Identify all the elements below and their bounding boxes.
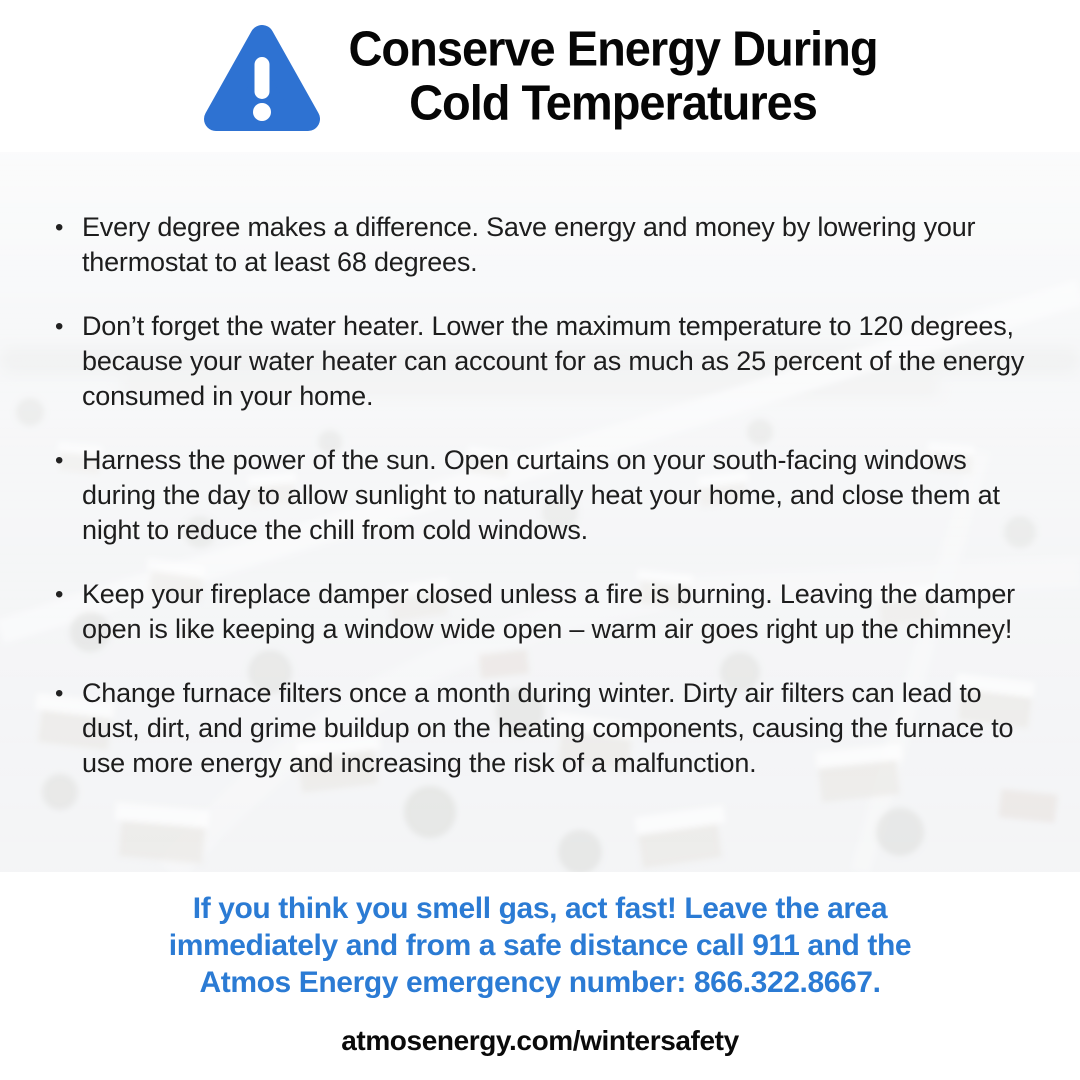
warning-triangle-icon — [204, 25, 321, 131]
tip-item: Don’t forget the water heater. Lower the… — [55, 309, 1032, 414]
tip-item: Every degree makes a difference. Save en… — [55, 210, 1032, 280]
tips-list: Every degree makes a difference. Save en… — [0, 152, 1080, 781]
tip-item: Keep your fireplace damper closed unless… — [55, 577, 1032, 647]
footer-url: atmosenergy.com/wintersafety — [341, 1025, 739, 1056]
tip-item: Harness the power of the sun. Open curta… — [55, 443, 1032, 548]
page-title: Conserve Energy During Cold Temperatures — [348, 20, 878, 131]
tips-section: Every degree makes a difference. Save en… — [0, 152, 1080, 872]
header: Conserve Energy During Cold Temperatures — [0, 0, 1080, 152]
bottom-band: If you think you smell gas, act fast! Le… — [0, 872, 1080, 1080]
tip-item: Change furnace filters once a month duri… — [55, 676, 1032, 781]
gas-warning-text: If you think you smell gas, act fast! Le… — [168, 892, 912, 999]
